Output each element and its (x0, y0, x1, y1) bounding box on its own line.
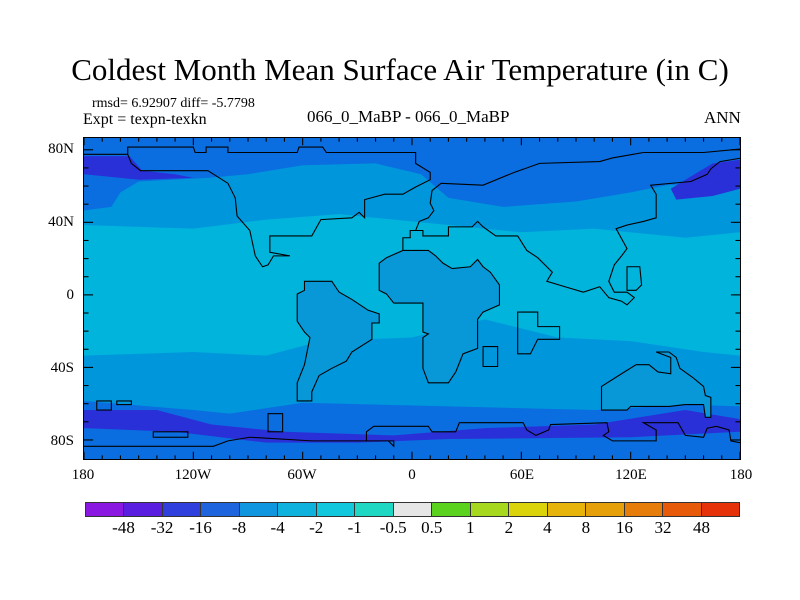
x-tick-label: 60W (287, 467, 317, 483)
colorbar-level-label: -1 (347, 518, 362, 537)
colorbar-swatch (124, 503, 163, 516)
colorbar-level-label: -48 (112, 518, 135, 537)
colorbar-level-label: -32 (150, 518, 174, 537)
colorbar (85, 502, 740, 517)
colorbar-level-label: 0.5 (421, 518, 443, 537)
band-north-blue (84, 138, 740, 211)
comparison-label: 066_0_MaBP - 066_0_MaBP (307, 107, 510, 126)
antarctica-outline (84, 422, 740, 448)
y-tick-label: 0 (66, 287, 75, 303)
x-tick-label: 120W (174, 467, 212, 483)
north-america-outline (84, 146, 431, 268)
colorbar-swatch (624, 503, 664, 516)
colorbar-level-label: 16 (615, 518, 633, 537)
island-outline (152, 431, 189, 438)
x-tick-label: 120E (615, 467, 647, 483)
asia-south-coast (415, 157, 740, 306)
colorbar-level-label: 2 (504, 518, 514, 537)
colorbar-swatch (239, 503, 279, 516)
colorbar-level-label: -0.5 (379, 518, 407, 537)
colorbar-swatch (470, 503, 510, 516)
band-north-dark-east (670, 159, 740, 200)
colorbar-level-label: 32 (654, 518, 672, 537)
stats-text: rmsd= 6.92907 diff= -5.7798 (92, 96, 255, 111)
colorbar-level-label: -4 (270, 518, 285, 537)
x-tick-label: 180 (71, 467, 95, 483)
y-tick-label: 80N (48, 141, 74, 157)
colorbar-swatch (86, 503, 125, 516)
colorbar-level-label: 4 (543, 518, 552, 537)
x-tick-label: 180 (729, 467, 753, 483)
x-tick-label: 0 (408, 467, 416, 483)
colorbar-level-label: 48 (692, 518, 710, 537)
axis-ticks (84, 138, 740, 459)
y-tick-label: 80S (50, 433, 74, 449)
band-south-blue (84, 400, 740, 459)
indian-ocean-landmass-outline (517, 311, 561, 355)
band-north-dark-west (84, 156, 194, 180)
australia-outline (600, 351, 712, 418)
temperature-map (83, 137, 741, 460)
band-south-dark (84, 410, 740, 443)
japan-outline (626, 266, 643, 291)
colorbar-swatch (201, 503, 240, 516)
island-outline (96, 400, 112, 411)
madagascar-outline (482, 346, 499, 368)
colorbar-level-label: -8 (232, 518, 247, 537)
colorbar-swatch (586, 503, 625, 516)
colorbar-swatch (162, 503, 202, 516)
colorbar-swatch (355, 503, 394, 516)
africa-outline (378, 249, 501, 384)
island-outline (116, 400, 132, 406)
colorbar-swatch (316, 503, 356, 516)
colorbar-swatch (701, 503, 739, 516)
y-tick-label: 40S (50, 360, 74, 376)
eurasia-outline (402, 148, 740, 251)
island-outline (267, 413, 284, 433)
south-america-outline (296, 280, 380, 402)
experiment-label: Expt = texpn-texkn (83, 111, 207, 128)
colorbar-level-label: 1 (466, 518, 475, 537)
colorbar-level-label: -2 (309, 518, 324, 537)
colorbar-swatch (547, 503, 587, 516)
season-label: ANN (704, 108, 741, 127)
x-tick-label: 60E (509, 467, 535, 483)
colorbar-level-label: -16 (189, 518, 212, 537)
colorbar-swatch (393, 503, 433, 516)
colorbar-level-label: 8 (581, 518, 591, 537)
plot-title: Coldest Month Mean Surface Air Temperatu… (71, 52, 729, 87)
y-tick-label: 40N (48, 214, 74, 230)
colorbar-swatch (509, 503, 548, 516)
colorbar-swatch (663, 503, 702, 516)
colorbar-swatch (432, 503, 471, 516)
coastlines (84, 146, 740, 448)
colorbar-swatch (278, 503, 317, 516)
